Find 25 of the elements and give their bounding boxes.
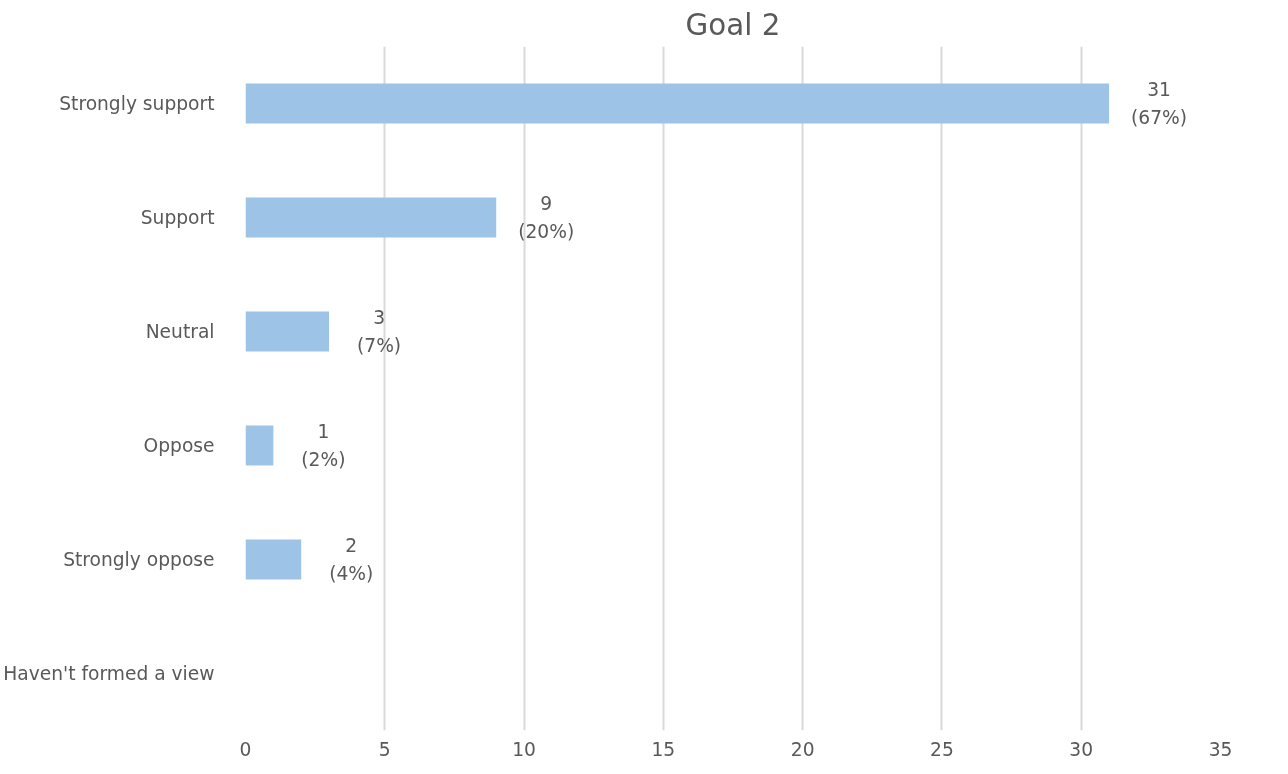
bar — [245, 539, 302, 580]
data-label: 9 (20%) — [518, 193, 575, 242]
y-tick-label: Oppose — [143, 435, 215, 456]
y-tick-label: Strongly oppose — [63, 549, 215, 570]
y-tick-label: Haven't formed a view — [3, 663, 215, 684]
x-tick-label: 30 — [1069, 738, 1094, 760]
bar — [245, 425, 274, 466]
bar — [245, 311, 330, 352]
x-tick-label: 25 — [930, 738, 954, 760]
bar — [245, 83, 1110, 124]
chart-title: Goal 2 — [685, 7, 781, 42]
y-tick-label: Neutral — [145, 321, 215, 342]
x-tick-label: 10 — [512, 738, 536, 760]
x-tick-label: 5 — [378, 738, 391, 760]
y-tick-label: Strongly support — [59, 93, 215, 114]
x-tick-label: 15 — [651, 738, 676, 760]
data-label: 31 (67%) — [1131, 79, 1188, 128]
data-label: 2 (4%) — [329, 535, 374, 584]
data-label: 1 (2%) — [301, 421, 346, 470]
x-tick-label: 20 — [790, 738, 815, 760]
x-tick-label: 35 — [1208, 738, 1233, 760]
x-tick-label: 0 — [239, 738, 252, 760]
data-label: 3 (7%) — [356, 307, 402, 356]
y-tick-label: Support — [140, 207, 215, 228]
bar — [245, 197, 497, 238]
